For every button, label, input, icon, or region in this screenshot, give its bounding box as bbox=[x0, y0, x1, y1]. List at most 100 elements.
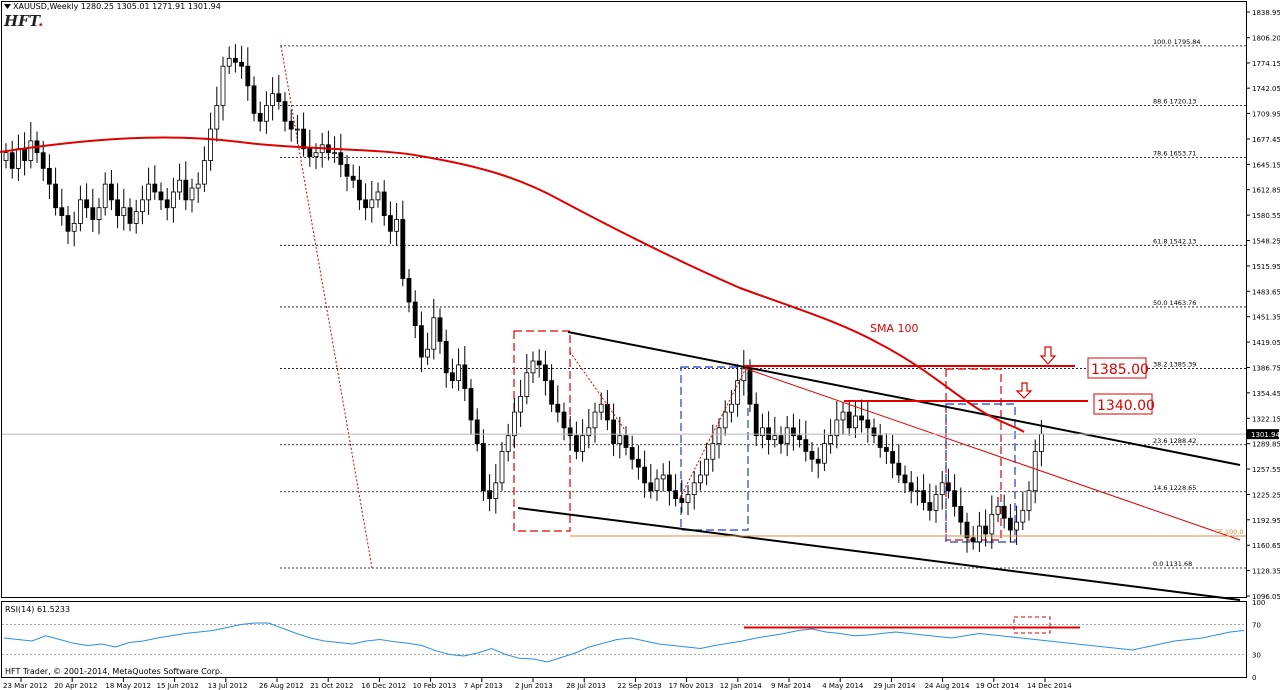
fib-anchor-line bbox=[280, 45, 373, 569]
candle-body bbox=[518, 395, 523, 413]
date-tick-label: 15 Jun 2012 bbox=[157, 682, 199, 690]
date-tick-label: 2 Jun 2013 bbox=[515, 682, 553, 690]
candle-body bbox=[685, 494, 691, 503]
candle-body bbox=[220, 65, 226, 106]
candle-body bbox=[96, 207, 102, 220]
candle-body bbox=[121, 207, 127, 216]
symbol-info: XAUUSD,Weekly 1280.25 1305.01 1271.91 13… bbox=[13, 2, 221, 11]
candle-body bbox=[387, 215, 393, 232]
candle-body bbox=[375, 191, 381, 201]
rsi-dashed-box bbox=[1013, 616, 1051, 634]
candle-body bbox=[543, 364, 548, 382]
price-tick-label: 1451.35 bbox=[1252, 314, 1280, 322]
candle-body bbox=[363, 199, 369, 209]
candle-body bbox=[437, 317, 443, 342]
candle-body bbox=[1014, 521, 1019, 531]
candle-body bbox=[989, 513, 995, 535]
date-tick-label: 18 May 2012 bbox=[105, 682, 151, 690]
price-tick-label: 1160.65 bbox=[1252, 542, 1280, 550]
candle-body bbox=[456, 364, 462, 382]
candle-body bbox=[170, 191, 176, 209]
candle-body bbox=[282, 101, 288, 122]
price-tick-label: 1483.65 bbox=[1252, 288, 1280, 296]
candle-body bbox=[115, 199, 120, 216]
candle-body bbox=[983, 525, 988, 535]
candle-body bbox=[958, 506, 964, 523]
candle-body bbox=[394, 219, 400, 232]
candle-body bbox=[809, 450, 815, 460]
rsi-tick-label: 0 bbox=[1252, 674, 1256, 682]
symbol-dropdown-icon[interactable] bbox=[4, 3, 12, 12]
candle-body bbox=[970, 537, 976, 543]
candle-body bbox=[102, 183, 108, 209]
price-tick-label: 1386.75 bbox=[1252, 364, 1280, 372]
sma-100-line bbox=[0, 136, 1025, 433]
candle-body bbox=[40, 152, 46, 169]
price-tick-label: 1612.85 bbox=[1252, 187, 1280, 195]
candle-body bbox=[716, 427, 722, 444]
fib-level-label: 78.6 1653.71 bbox=[1153, 150, 1196, 158]
candle-body bbox=[673, 490, 678, 499]
candle-body bbox=[499, 450, 505, 484]
candle-body bbox=[846, 411, 852, 429]
candle-body bbox=[425, 348, 431, 358]
candle-body bbox=[797, 435, 802, 441]
candle-body bbox=[350, 175, 356, 181]
candle-body bbox=[276, 93, 282, 102]
candle-body bbox=[468, 388, 474, 421]
candle-body bbox=[480, 443, 486, 492]
candle-body bbox=[356, 179, 362, 201]
fib-level-label: 14.6 1228.65 bbox=[1153, 484, 1196, 492]
candle-body bbox=[208, 128, 214, 161]
date-tick-label: 26 Aug 2012 bbox=[259, 682, 304, 690]
candle-body bbox=[443, 340, 449, 374]
dotted-trend-a bbox=[569, 351, 626, 431]
candle-body bbox=[1039, 433, 1044, 452]
candle-body bbox=[939, 482, 945, 496]
date-tick-label: 10 Feb 2013 bbox=[413, 682, 457, 690]
candle-body bbox=[239, 61, 245, 67]
candle-body bbox=[536, 360, 542, 366]
date-tick-label: 28 Jul 2013 bbox=[566, 682, 606, 690]
candle-body bbox=[586, 427, 592, 437]
candle-body bbox=[1032, 450, 1038, 492]
price-tick-label: 1515.95 bbox=[1252, 263, 1280, 271]
candle-body bbox=[431, 317, 437, 350]
candle-body bbox=[623, 435, 629, 448]
candle-body bbox=[791, 427, 796, 437]
candle-body bbox=[784, 427, 790, 444]
rsi-tick-label: 30 bbox=[1252, 652, 1261, 660]
candle-body bbox=[251, 85, 257, 114]
candle-body bbox=[611, 419, 616, 444]
candle-body bbox=[574, 435, 579, 452]
candle-body bbox=[840, 411, 846, 421]
fib-level-label: 100.0 1795.84 bbox=[1153, 38, 1201, 46]
candle-body bbox=[90, 207, 96, 220]
candle-body bbox=[418, 325, 424, 358]
candle-body bbox=[232, 57, 238, 63]
candle-body bbox=[462, 364, 468, 389]
date-tick-label: 12 Jan 2014 bbox=[720, 682, 763, 690]
candle-body bbox=[152, 183, 158, 193]
candle-body bbox=[822, 443, 827, 464]
date-tick-label: 21 Oct 2012 bbox=[310, 682, 353, 690]
date-tick-label: 7 Apr 2013 bbox=[464, 682, 503, 690]
fib-level-label: 38.2 1385.39 bbox=[1153, 361, 1196, 369]
candle-body bbox=[834, 419, 840, 437]
candle-body bbox=[78, 199, 83, 224]
price-box-1340 bbox=[1093, 393, 1153, 415]
candle-body bbox=[561, 411, 567, 429]
candle-body bbox=[201, 160, 207, 185]
candle-body bbox=[22, 148, 28, 161]
price-box-1340-text: 1340.00 bbox=[1097, 398, 1155, 414]
candle-body bbox=[853, 415, 858, 429]
fib-level-label: 88.6 1720.13 bbox=[1153, 97, 1196, 105]
candle-body bbox=[127, 207, 133, 224]
candle-body bbox=[65, 215, 71, 232]
candle-body bbox=[400, 219, 406, 279]
candle-body bbox=[642, 466, 647, 484]
candle-body bbox=[927, 502, 933, 511]
price-tick-label: 1128.35 bbox=[1252, 568, 1280, 576]
fib-level-label: 23.6 1288.42 bbox=[1153, 437, 1196, 445]
